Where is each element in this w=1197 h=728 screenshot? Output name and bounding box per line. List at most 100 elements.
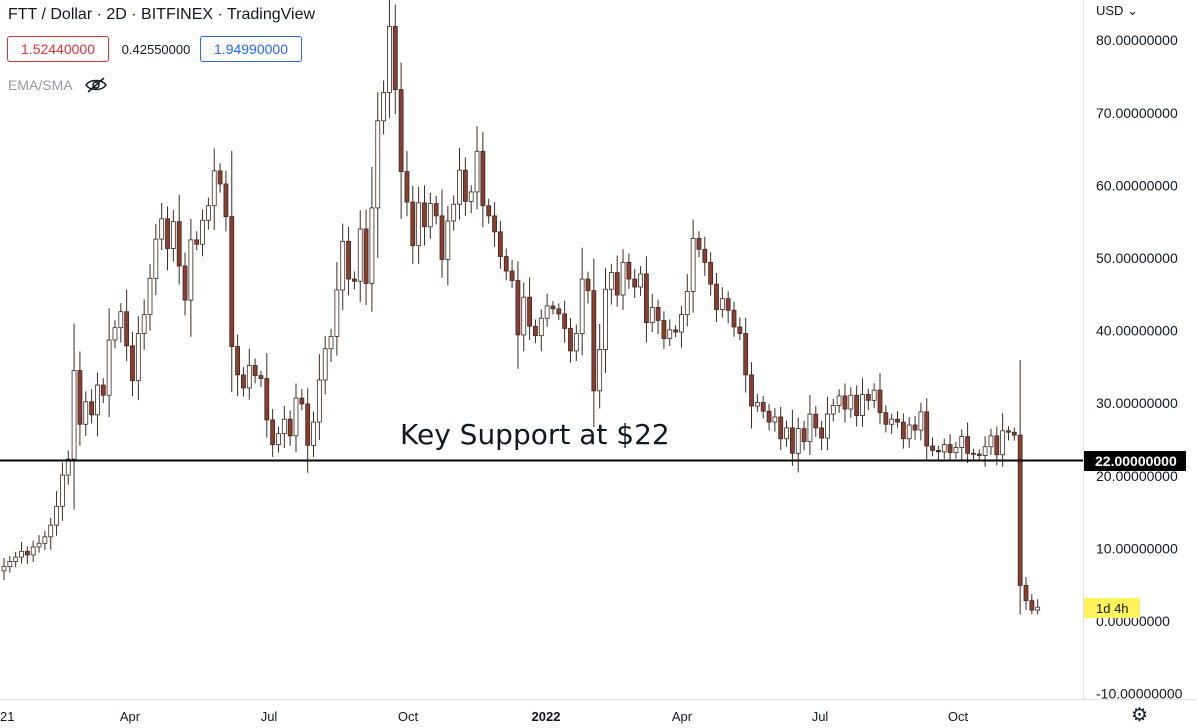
candle — [217, 163, 223, 193]
candle — [591, 258, 597, 427]
candle — [912, 416, 918, 440]
candle — [830, 398, 836, 422]
candle — [112, 320, 118, 349]
candle — [293, 383, 299, 453]
candle — [679, 305, 684, 348]
chart-title: FTT / Dollar · 2D · BITFINEX · TradingVi… — [8, 6, 316, 23]
candle — [667, 319, 673, 346]
candle — [30, 540, 36, 563]
candle — [118, 303, 124, 343]
time-tick-label: 2022 — [532, 709, 561, 724]
candle — [159, 202, 165, 251]
candle — [924, 398, 930, 462]
candle — [363, 209, 369, 306]
candle — [982, 436, 988, 467]
price-tick-label: -10.00000000 — [1096, 686, 1183, 702]
candle — [276, 426, 281, 453]
candle — [305, 388, 311, 473]
candle — [550, 301, 556, 315]
candle — [147, 264, 153, 331]
candle — [170, 210, 176, 262]
support-price-label: 22.00000000 — [1095, 453, 1177, 469]
price-tick-label: 50.00000000 — [1096, 250, 1178, 266]
time-axis: 21 Apr Jul Oct 2022 Apr Jul Oct — [0, 709, 968, 724]
candle — [398, 62, 404, 219]
candle — [936, 445, 941, 460]
candle — [100, 378, 106, 403]
price-tick-label: 10.00000000 — [1096, 540, 1178, 556]
candle — [1006, 426, 1011, 441]
candle — [13, 551, 19, 568]
candle — [854, 385, 860, 427]
candle — [462, 157, 468, 216]
candle — [719, 287, 725, 318]
candle — [527, 277, 532, 340]
candle — [194, 231, 200, 251]
candle — [889, 413, 895, 434]
candle — [749, 362, 754, 429]
candle — [205, 197, 211, 230]
candle — [60, 462, 65, 521]
settings-gear-icon[interactable]: ⚙ — [1131, 705, 1149, 726]
candle — [135, 316, 141, 401]
candle — [568, 318, 573, 363]
candle — [953, 441, 959, 459]
candle — [42, 530, 48, 550]
candle — [807, 394, 813, 455]
candle — [608, 263, 614, 305]
candle — [941, 438, 947, 459]
candle — [836, 389, 842, 413]
candle — [468, 185, 474, 214]
candle — [626, 253, 632, 289]
candle — [562, 300, 568, 343]
indicator-label: EMA/SMA — [8, 77, 73, 93]
candle — [661, 311, 667, 349]
candle — [311, 411, 316, 458]
open-value-box: 1.52440000 — [7, 36, 109, 62]
candle — [223, 170, 229, 232]
candle — [965, 422, 970, 464]
candle — [252, 358, 258, 384]
candle — [638, 266, 643, 296]
candle — [784, 420, 789, 447]
candle — [743, 317, 749, 393]
candle — [509, 260, 515, 289]
candle — [696, 231, 702, 258]
candle — [585, 271, 591, 304]
candle — [521, 282, 527, 352]
candle — [947, 434, 953, 460]
candle — [130, 332, 135, 397]
candle — [1000, 413, 1006, 467]
candle — [538, 309, 544, 352]
candle — [334, 262, 340, 356]
currency-label: USD — [1096, 3, 1124, 18]
candle — [976, 449, 982, 461]
candle — [673, 325, 678, 338]
candle — [77, 351, 83, 446]
eye-hidden-icon[interactable] — [84, 77, 107, 93]
candle — [19, 542, 24, 564]
candle — [737, 317, 743, 341]
candle — [649, 293, 655, 332]
candle — [813, 406, 819, 437]
candle — [445, 206, 451, 286]
candle — [141, 299, 147, 350]
price-tick-label: 40.00000000 — [1096, 323, 1178, 339]
candle — [579, 247, 585, 356]
change-value: 0.42550000 — [121, 41, 191, 57]
candle — [503, 248, 509, 281]
candle — [316, 354, 322, 440]
time-tick-label: Apr — [120, 709, 141, 724]
candle — [620, 249, 626, 310]
candle — [387, 0, 392, 118]
candle — [188, 218, 194, 337]
candle — [246, 348, 252, 400]
candle — [655, 299, 661, 334]
indicator-legend[interactable]: EMA/SMA — [8, 77, 107, 93]
candle — [229, 150, 235, 393]
currency-selector[interactable]: USD ⌄ — [1096, 3, 1138, 19]
countdown-badge — [1084, 598, 1140, 618]
candle — [416, 186, 422, 264]
candle — [994, 426, 1000, 466]
